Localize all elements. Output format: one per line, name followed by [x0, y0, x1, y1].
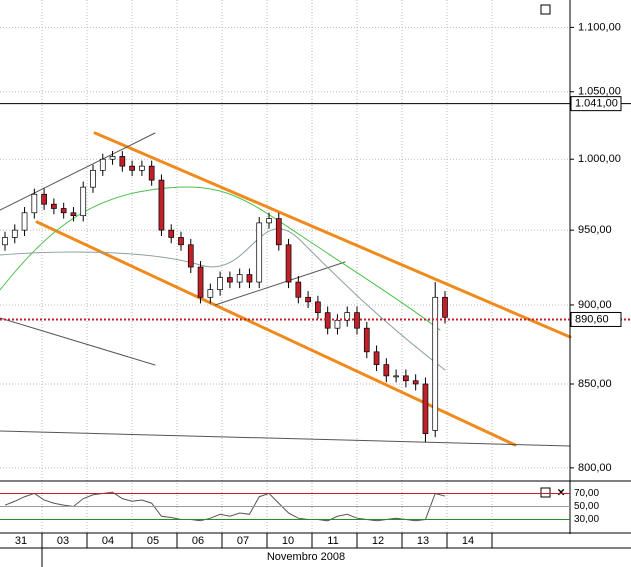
candle-body [31, 193, 38, 214]
y-tick-label: 1.050,00 [578, 86, 621, 98]
x-tick-label: 11 [327, 535, 338, 547]
x-tick-label: 12 [372, 535, 384, 547]
candle-body [99, 158, 106, 171]
candle-body [158, 179, 165, 231]
level-label: 1.041,00 [575, 98, 618, 110]
level-label-box [570, 311, 622, 327]
trendline [0, 132, 156, 211]
x-tick-label: 06 [192, 535, 204, 547]
candle-body [266, 218, 272, 224]
candle-body [236, 274, 243, 283]
candle-body [432, 296, 439, 431]
y-tick-label: 850,00 [578, 378, 612, 390]
candle-body [315, 301, 321, 313]
maximize-button[interactable] [540, 487, 551, 498]
candle-body [197, 266, 204, 298]
candle-body [11, 229, 18, 238]
rsi-tick-label: 70,00 [574, 488, 599, 499]
candle-body [393, 375, 399, 378]
candles [2, 150, 448, 522]
candle-body [403, 375, 409, 382]
x-tick-label: 07 [237, 535, 249, 547]
level-label: 890,60 [575, 313, 609, 325]
candle-body [344, 312, 351, 321]
candle-body [383, 364, 390, 377]
x-tick-label: 03 [57, 535, 69, 547]
x-tick-label: 14 [462, 535, 474, 547]
candle-body [363, 327, 370, 353]
y-tick-label: 1.100,00 [578, 21, 621, 33]
candle-body [51, 203, 57, 209]
rsi-line [4, 491, 446, 522]
y-tick-label: 950,00 [578, 224, 612, 236]
x-tick-label: 05 [147, 535, 159, 547]
candle-body [90, 169, 96, 188]
y-tick-label: 1.000,00 [578, 153, 621, 165]
candle-body [21, 212, 28, 231]
candle-body [178, 237, 184, 246]
y-tick-label: 900,00 [578, 299, 612, 311]
candle-body [227, 277, 233, 283]
candle-body [41, 193, 47, 205]
candle-body [129, 165, 135, 171]
x-title: Novembro 2008 [267, 551, 345, 563]
y-tick-label: 800,00 [578, 462, 612, 474]
candle-body [305, 296, 311, 303]
candle-body [139, 165, 145, 171]
candle-body [109, 156, 116, 160]
candle-body [2, 237, 8, 246]
x-tick-label: 13 [417, 535, 429, 547]
candle-body [119, 156, 126, 167]
candle-body [412, 380, 419, 385]
trendline [0, 430, 571, 447]
candle-body [207, 289, 214, 298]
candle-body [187, 244, 194, 268]
candle-body [148, 165, 155, 181]
trendline [93, 131, 572, 339]
candle-body [275, 218, 282, 246]
candle-body [256, 222, 263, 283]
close-button[interactable]: × [557, 484, 565, 499]
candle-body [217, 277, 223, 291]
maximize-button[interactable] [540, 4, 551, 15]
x-tick-label: 31 [15, 535, 27, 547]
level-label-box [570, 96, 622, 112]
candle-body [70, 212, 77, 217]
x-tick-label: 10 [282, 535, 294, 547]
moving-average [0, 228, 446, 371]
candle-body [334, 320, 341, 329]
candle-body [422, 383, 429, 435]
trendline [0, 317, 156, 366]
x-tick-label: 04 [102, 535, 114, 547]
candle-body [285, 244, 292, 283]
candle-body [246, 274, 253, 283]
moving-average [0, 186, 441, 331]
candle-body [295, 281, 302, 298]
candle-body [60, 208, 67, 214]
candle-body [373, 351, 380, 365]
candle-body [442, 296, 448, 318]
candle-body [80, 186, 87, 217]
rsi-tick-label: 50,00 [574, 501, 599, 512]
candle-body [168, 229, 175, 238]
rsi-tick-label: 30,00 [574, 514, 599, 525]
trendline [214, 261, 346, 306]
